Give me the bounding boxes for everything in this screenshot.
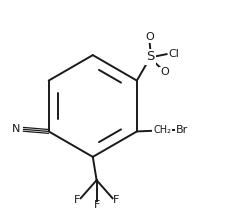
- Text: CH₂: CH₂: [153, 125, 170, 135]
- Text: O: O: [159, 67, 168, 77]
- Text: F: F: [93, 200, 99, 210]
- Text: S: S: [146, 50, 154, 63]
- Text: N: N: [12, 124, 21, 134]
- Text: F: F: [113, 195, 119, 205]
- Text: Cl: Cl: [168, 49, 179, 59]
- Text: O: O: [145, 32, 153, 42]
- Text: F: F: [73, 195, 80, 205]
- Text: Br: Br: [175, 125, 187, 135]
